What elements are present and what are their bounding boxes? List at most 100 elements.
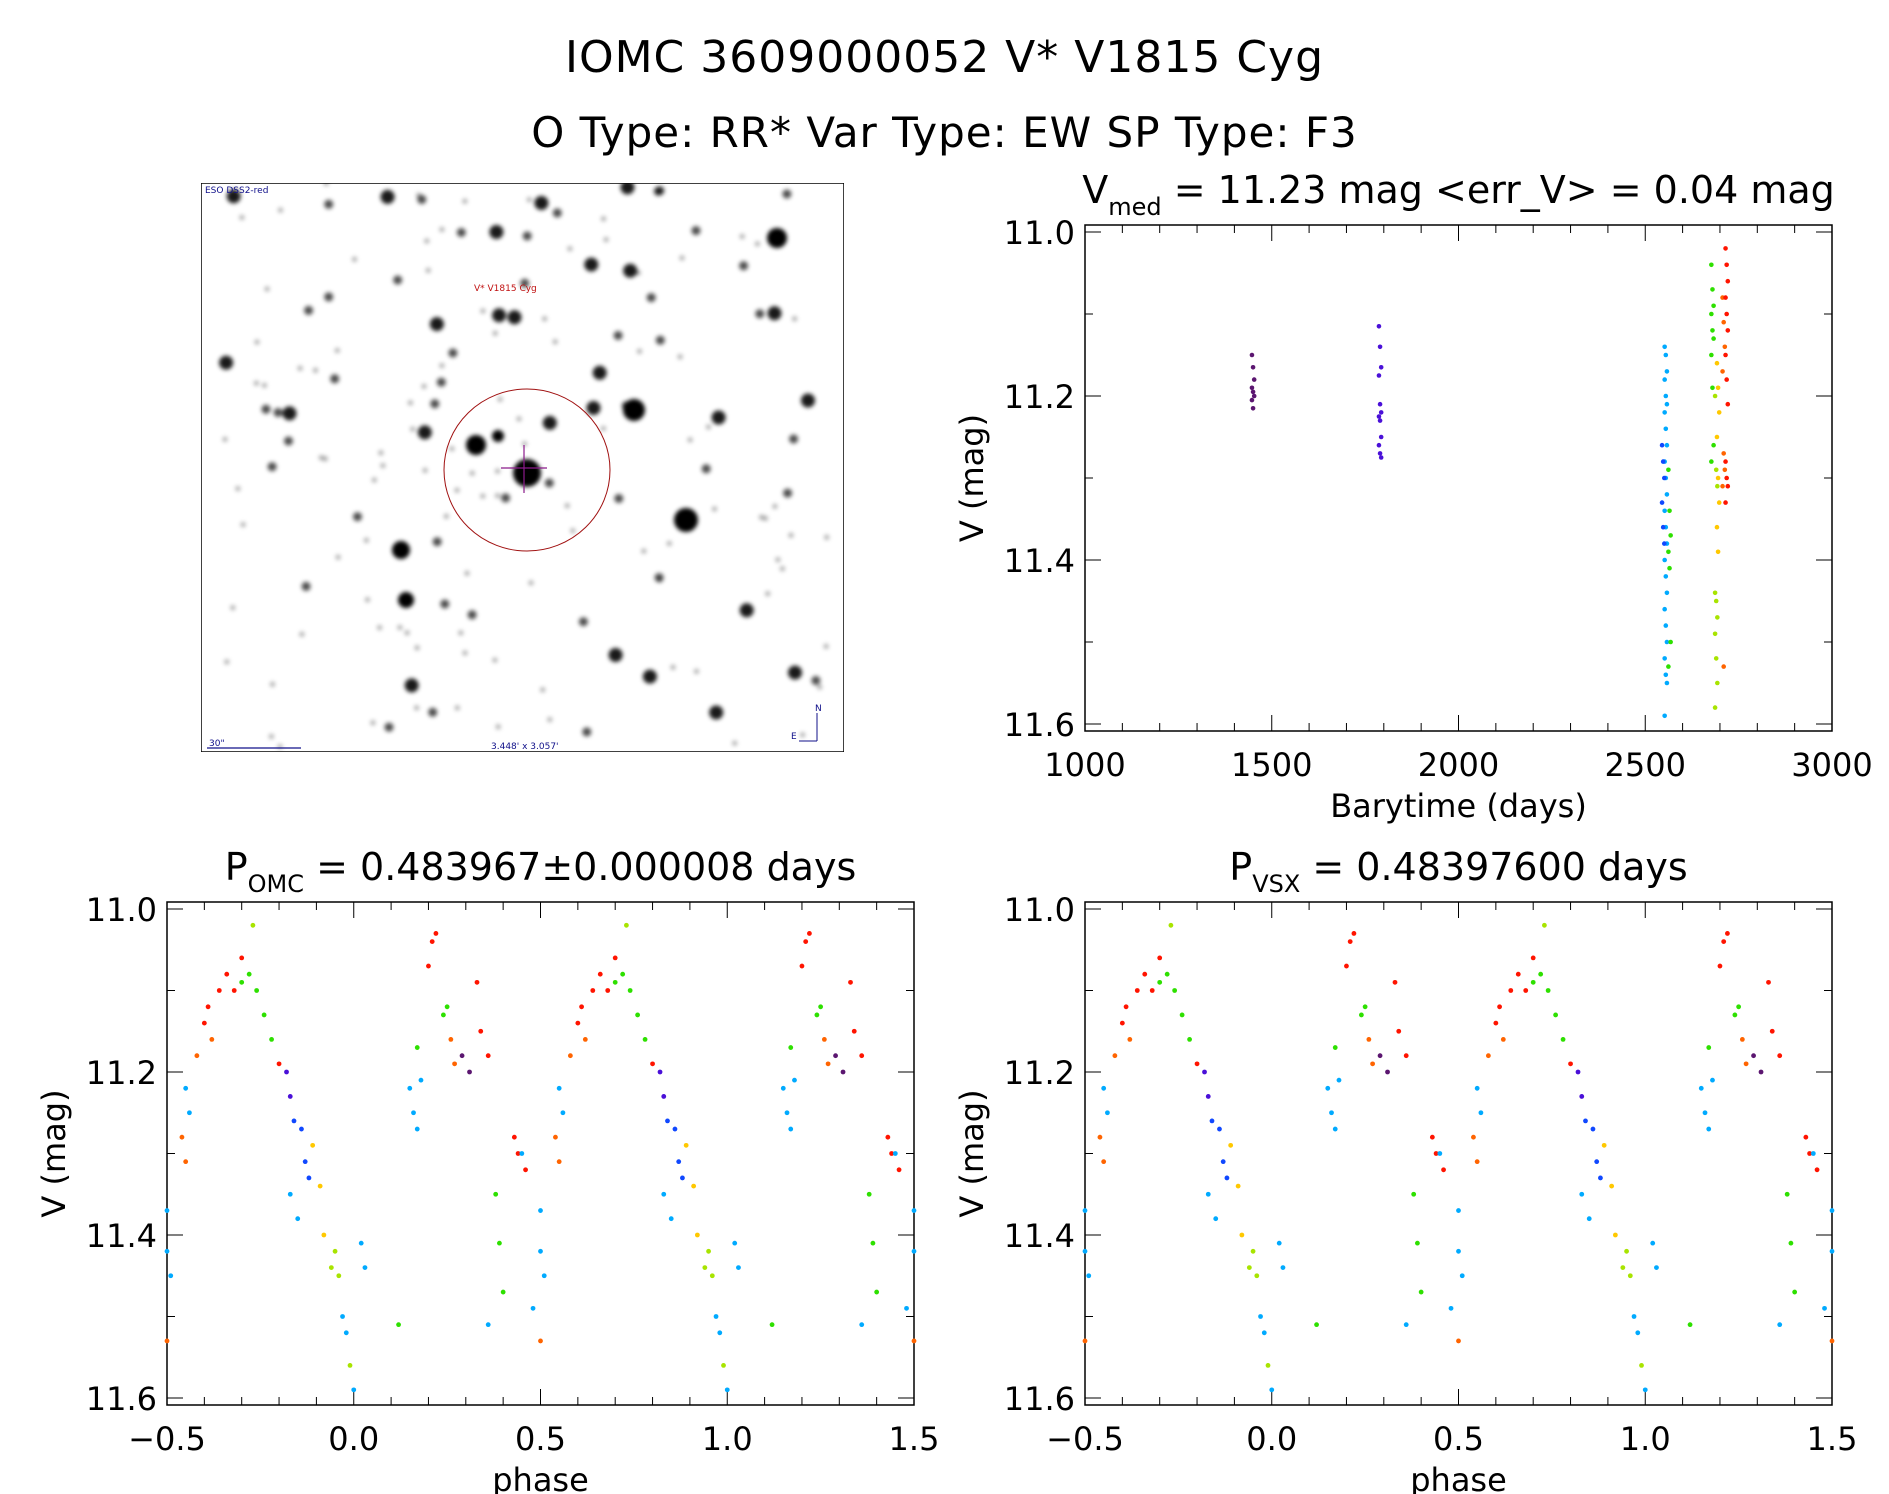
x-axis-label: Barytime (days) <box>1330 787 1587 825</box>
data-point <box>1698 1085 1704 1091</box>
data-point <box>896 1167 902 1173</box>
data-point <box>1743 1061 1749 1067</box>
data-point <box>1378 365 1384 370</box>
data-point <box>538 1208 543 1213</box>
north-label: N <box>815 704 822 714</box>
data-point <box>1725 278 1731 284</box>
data-point <box>1250 365 1256 370</box>
data-point <box>1164 971 1170 977</box>
data-point <box>807 931 812 936</box>
data-point <box>1724 475 1729 481</box>
data-point <box>1220 1159 1226 1165</box>
data-point <box>1437 1151 1443 1156</box>
data-point <box>1666 664 1671 669</box>
data-point <box>1662 606 1667 612</box>
data-point <box>1723 500 1728 505</box>
x-tick-label: −0.5 <box>1046 1420 1124 1458</box>
figure-title-ids: IOMC 3609000052 V* V1815 Cyg <box>564 32 1325 83</box>
data-point <box>1717 963 1723 969</box>
data-point <box>736 1265 741 1270</box>
data-point <box>1639 1363 1644 1368</box>
data-point <box>1403 1053 1409 1059</box>
data-point <box>1515 971 1521 977</box>
data-point <box>1251 393 1257 399</box>
data-point <box>1810 1151 1816 1156</box>
data-point <box>1250 406 1256 411</box>
data-point <box>1086 1273 1092 1279</box>
data-point <box>780 1085 786 1091</box>
data-point <box>1721 664 1726 669</box>
data-point <box>1523 988 1529 993</box>
data-point <box>1723 246 1728 251</box>
data-point <box>1205 1094 1211 1099</box>
y-axis-label: V (mag) <box>953 1089 991 1217</box>
data-point <box>1377 418 1383 423</box>
data-point <box>1722 344 1728 350</box>
data-point <box>788 1126 794 1132</box>
data-point <box>642 1037 648 1042</box>
data-point <box>1664 401 1670 407</box>
x-tick-label: 3000 <box>1791 746 1872 784</box>
data-point <box>788 1045 794 1050</box>
scale-bar-label: 30" <box>209 739 225 749</box>
data-point <box>1553 1012 1559 1018</box>
data-point <box>497 1240 502 1246</box>
data-point <box>1459 1273 1465 1279</box>
data-point <box>1385 1069 1390 1075</box>
data-point <box>1725 401 1731 407</box>
data-point <box>1723 352 1728 358</box>
x-tick-label: 0.5 <box>1433 1420 1484 1458</box>
data-point <box>661 1094 667 1099</box>
data-point <box>511 1134 517 1140</box>
data-point <box>818 1004 824 1010</box>
x-tick-label: 1500 <box>1231 746 1312 784</box>
data-point <box>1433 1151 1439 1156</box>
data-point <box>1777 1322 1783 1328</box>
data-point <box>1666 549 1671 555</box>
data-point <box>833 1053 838 1059</box>
data-point <box>347 1363 353 1368</box>
data-point <box>709 1273 715 1279</box>
data-point <box>1269 1387 1275 1393</box>
data-point <box>1205 1191 1211 1197</box>
data-point <box>362 1265 368 1270</box>
data-point <box>1709 311 1714 317</box>
data-point <box>1715 680 1720 686</box>
data-point <box>1709 262 1714 268</box>
data-point <box>332 1248 338 1254</box>
data-point <box>1254 1273 1260 1279</box>
data-point <box>1739 1037 1745 1042</box>
data-point <box>1668 533 1673 538</box>
y-tick-label: 11.4 <box>1004 1217 1075 1255</box>
data-point <box>635 1012 641 1018</box>
x-axis-label: phase <box>1410 1461 1507 1494</box>
data-point <box>530 1305 536 1311</box>
data-point <box>1362 1004 1368 1010</box>
data-point <box>1814 1167 1820 1173</box>
finder-chart-image: ESO DSS2-red V* V1815 Cyg 30" 3.448' x 3… <box>201 183 844 752</box>
data-point <box>1751 1053 1756 1059</box>
data-point <box>246 971 252 977</box>
figure-title-types: O Type: RR* Var Type: EW SP Type: F3 <box>531 108 1358 157</box>
data-point <box>1664 639 1670 645</box>
data-point <box>310 1142 316 1148</box>
data-point <box>1663 623 1669 628</box>
data-point <box>183 1159 189 1165</box>
data-point <box>851 1028 857 1034</box>
data-point <box>717 1330 723 1336</box>
data-point <box>1788 1240 1794 1246</box>
data-point <box>1224 1175 1230 1181</box>
data-point <box>1280 1265 1286 1270</box>
data-point <box>328 1265 334 1270</box>
data-point <box>1709 459 1714 464</box>
data-point <box>1715 475 1721 481</box>
compass-icon <box>799 713 818 742</box>
data-point <box>1538 971 1544 977</box>
data-point <box>1822 1305 1827 1311</box>
data-point <box>1325 1085 1331 1091</box>
data-point <box>1575 1069 1581 1075</box>
y-tick-label: 11.2 <box>1004 1054 1075 1092</box>
data-point <box>411 1110 416 1116</box>
data-point <box>799 963 805 969</box>
